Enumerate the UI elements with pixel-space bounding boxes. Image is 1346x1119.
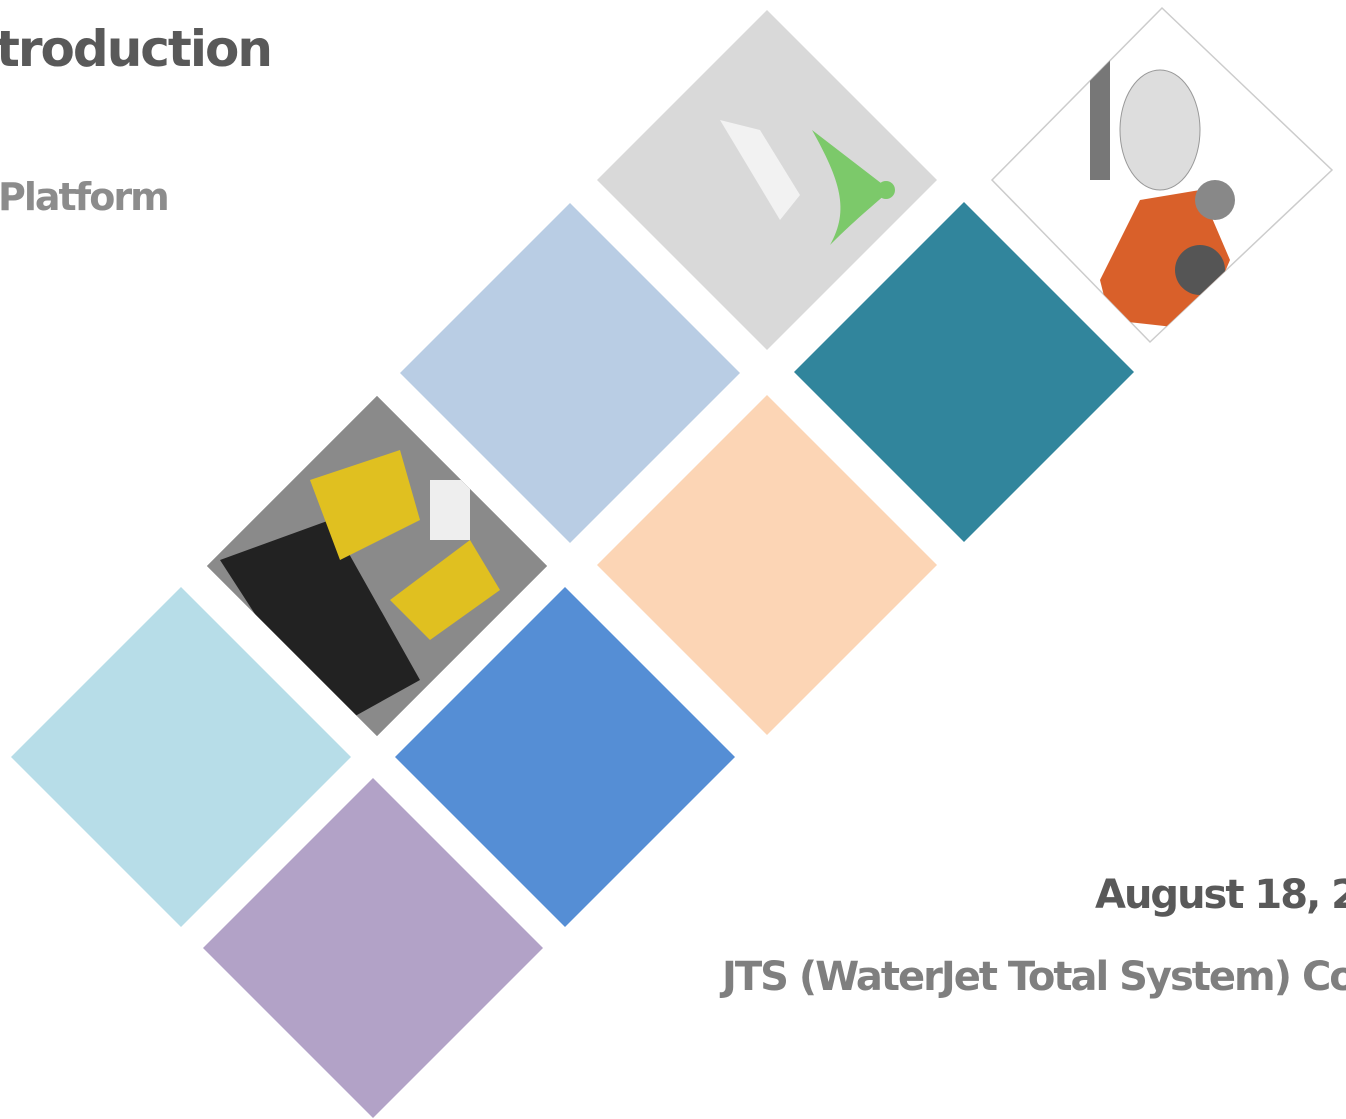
date: August 18, 20	[1095, 872, 1346, 918]
page: troduction Platform August 18, 20 JTS (W…	[0, 0, 1346, 1119]
slide: troduction Platform August 18, 20 JTS (W…	[0, 0, 1346, 1119]
title: troduction	[0, 20, 271, 78]
subtitle: Platform	[0, 175, 168, 219]
company: JTS (WaterJet Total System) Co.,	[719, 954, 1346, 1000]
